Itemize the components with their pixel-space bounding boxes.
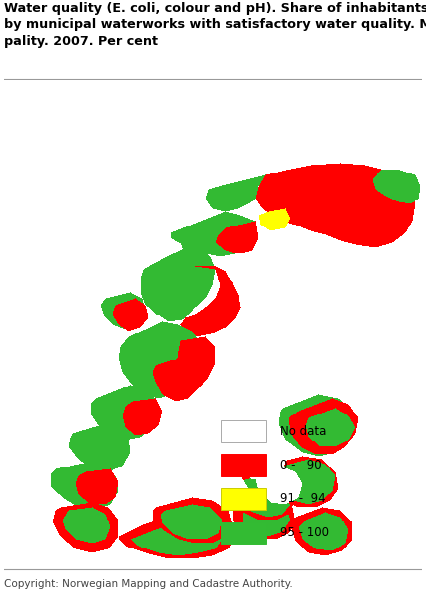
FancyBboxPatch shape xyxy=(221,420,266,442)
Text: 91 -  94: 91 - 94 xyxy=(280,493,326,505)
Text: 95 - 100: 95 - 100 xyxy=(280,526,329,539)
Text: 0 -   90: 0 - 90 xyxy=(280,458,322,472)
FancyBboxPatch shape xyxy=(221,521,266,544)
FancyBboxPatch shape xyxy=(221,454,266,476)
Text: No data: No data xyxy=(280,425,327,438)
Text: Water quality (E. coli, colour and pH). Share of inhabitants supplied
by municip: Water quality (E. coli, colour and pH). … xyxy=(4,2,426,48)
Text: Copyright: Norwegian Mapping and Cadastre Authority.: Copyright: Norwegian Mapping and Cadastr… xyxy=(4,579,293,589)
FancyBboxPatch shape xyxy=(221,488,266,510)
